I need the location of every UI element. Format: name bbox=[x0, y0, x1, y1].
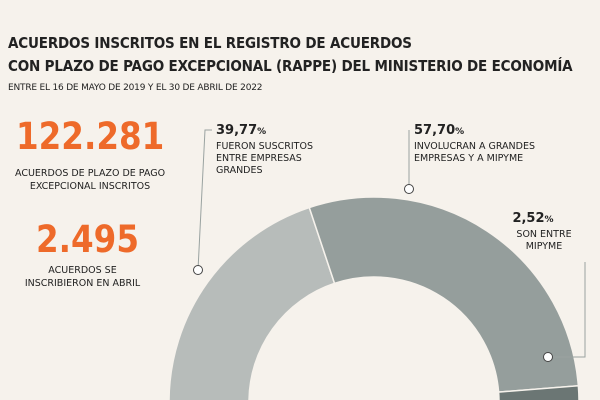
slice-2-text-line-1: SON ENTRE bbox=[516, 229, 571, 240]
slice-label-1: 57,70% INVOLUCRAN A GRANDES EMPRESAS Y A… bbox=[414, 123, 535, 164]
slice-1-text-line-1: INVOLUCRAN A GRANDES bbox=[414, 141, 535, 152]
slice-0-text-line-2: ENTRE EMPRESAS bbox=[216, 153, 302, 164]
stat-april-label-line-2: INSCRIBIERON EN ABRIL bbox=[24, 278, 141, 289]
slice-0-text-line-3: GRANDES bbox=[216, 165, 263, 176]
stat-total-label-line-2: EXCEPCIONAL INSCRITOS bbox=[29, 181, 151, 192]
title-line-1: ACUERDOS INSCRITOS EN EL REGISTRO DE ACU… bbox=[8, 34, 412, 52]
slice-0-unit: % bbox=[257, 127, 266, 137]
leader-line-2 bbox=[548, 262, 586, 358]
slice-1-value-text: 57,70% bbox=[414, 123, 464, 138]
chart-subtitle: ENTRE EL 16 DE MAYO DE 2019 Y EL 30 DE A… bbox=[8, 83, 263, 93]
stat-april-label-line-1: ACUERDOS SE bbox=[48, 265, 117, 276]
slice-1-value: 57,70 bbox=[414, 123, 455, 138]
leader-line-0 bbox=[197, 129, 212, 271]
slice-1-text-line-2: EMPRESAS Y A MIPYME bbox=[414, 153, 523, 164]
slice-2-value: 2,52 bbox=[512, 211, 544, 226]
leader-dot-2 bbox=[543, 352, 553, 362]
slice-0 bbox=[168, 206, 336, 400]
stat-april-value: 2.495 bbox=[36, 218, 140, 261]
chart-title: ACUERDOS INSCRITOS EN EL REGISTRO DE ACU… bbox=[8, 32, 573, 78]
slice-0-value-text: 39,77% bbox=[216, 123, 266, 138]
slice-2 bbox=[497, 384, 580, 400]
slice-1 bbox=[308, 196, 580, 393]
stat-total-value: 122.281 bbox=[16, 115, 165, 158]
slice-2-value-text: 2,52% bbox=[512, 211, 553, 226]
slice-label-2: 2,52% SON ENTRE MIPYME bbox=[512, 211, 571, 252]
slice-label-0: 39,77% FUERON SUSCRITOS ENTRE EMPRESAS G… bbox=[216, 123, 313, 176]
slice-0-value: 39,77 bbox=[216, 123, 257, 138]
slice-0-text-line-1: FUERON SUSCRITOS bbox=[216, 141, 313, 152]
stat-april-label: ACUERDOS SE INSCRIBIERON EN ABRIL bbox=[10, 264, 155, 290]
slice-2-unit: % bbox=[545, 215, 554, 225]
stat-total-label-line-1: ACUERDOS DE PLAZO DE PAGO bbox=[15, 168, 166, 179]
slice-2-text-line-2: MIPYME bbox=[526, 241, 563, 252]
slice-1-unit: % bbox=[455, 127, 464, 137]
chart-slices bbox=[168, 196, 580, 400]
title-line-2: CON PLAZO DE PAGO EXCEPCIONAL (RAPPE) DE… bbox=[8, 57, 573, 75]
stat-total-label: ACUERDOS DE PLAZO DE PAGO EXCEPCIONAL IN… bbox=[15, 167, 165, 193]
chart-leaders bbox=[193, 129, 586, 362]
leader-dot-1 bbox=[404, 184, 414, 194]
leader-dot-0 bbox=[193, 265, 203, 275]
